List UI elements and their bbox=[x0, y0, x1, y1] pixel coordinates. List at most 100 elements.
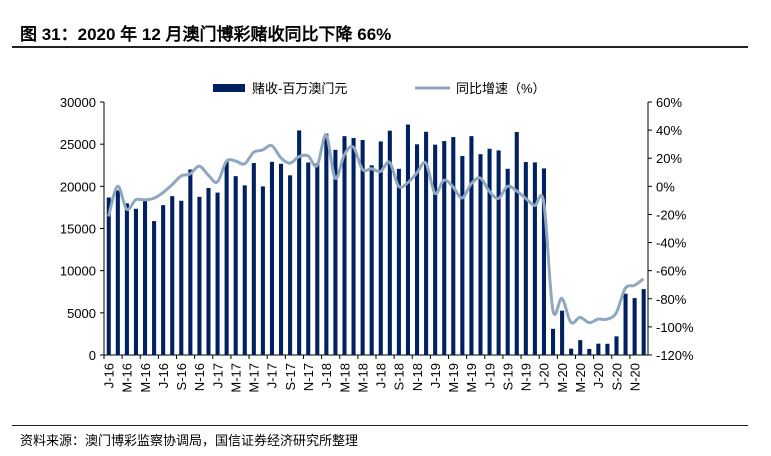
bar bbox=[541, 168, 546, 355]
left-tick-label: 5000 bbox=[67, 306, 96, 321]
bar bbox=[614, 336, 619, 355]
right-tick-label: 60% bbox=[656, 95, 682, 110]
right-tick-label: 0% bbox=[656, 179, 675, 194]
x-tick-label: M-17 bbox=[228, 363, 243, 393]
bar bbox=[587, 348, 592, 355]
right-tick-label: -20% bbox=[656, 207, 687, 222]
bar bbox=[605, 343, 610, 355]
bar bbox=[396, 168, 401, 355]
bar bbox=[179, 200, 184, 355]
right-tick-label: -120% bbox=[656, 348, 694, 363]
bar bbox=[142, 200, 148, 355]
left-tick-label: 20000 bbox=[60, 179, 96, 194]
bar bbox=[550, 328, 556, 355]
bar bbox=[569, 348, 574, 355]
x-tick-label: M-16 bbox=[120, 363, 135, 393]
x-tick-label: N-20 bbox=[627, 363, 642, 391]
right-tick-label: -40% bbox=[656, 236, 687, 251]
bar bbox=[632, 298, 637, 355]
bar bbox=[215, 192, 220, 355]
x-tick-label: M-20 bbox=[555, 363, 570, 393]
right-tick-label: 40% bbox=[656, 123, 682, 138]
right-tick-label: -80% bbox=[656, 292, 687, 307]
bar bbox=[523, 162, 528, 355]
x-tick-label: M-19 bbox=[464, 363, 479, 393]
x-tick-label: J-17 bbox=[265, 363, 280, 388]
bar bbox=[369, 165, 374, 355]
bar bbox=[115, 190, 120, 355]
x-tick-label: J-16 bbox=[156, 363, 171, 388]
figure-title: 图 31：2020 年 12 月澳门博彩赌收同比下降 66% bbox=[20, 25, 392, 44]
bar bbox=[623, 293, 628, 355]
bar bbox=[378, 141, 383, 355]
bar bbox=[560, 310, 565, 355]
bar bbox=[170, 196, 175, 355]
bar bbox=[342, 136, 347, 355]
x-tick-label: J-18 bbox=[319, 363, 334, 388]
left-tick-label: 25000 bbox=[60, 137, 96, 152]
bar bbox=[188, 169, 193, 355]
bar bbox=[405, 124, 410, 355]
bar bbox=[333, 149, 338, 355]
bar bbox=[505, 168, 510, 355]
bar bbox=[460, 156, 465, 355]
right-tick-label: 20% bbox=[656, 151, 682, 166]
legend-bar-swatch bbox=[213, 84, 245, 92]
bar bbox=[233, 176, 238, 355]
bar bbox=[469, 136, 474, 355]
x-tick-label: S-17 bbox=[283, 363, 298, 390]
bar bbox=[297, 130, 302, 355]
bar bbox=[496, 150, 501, 355]
x-tick-label: J-20 bbox=[537, 363, 552, 388]
x-tick-label: M-19 bbox=[446, 363, 461, 393]
bar bbox=[487, 148, 492, 355]
bar bbox=[224, 161, 229, 355]
x-tick-label: M-20 bbox=[573, 363, 588, 393]
bar bbox=[124, 203, 129, 355]
bar bbox=[315, 163, 320, 355]
x-tick-label: S-16 bbox=[174, 363, 189, 390]
bar bbox=[269, 161, 274, 355]
x-tick-label: N-17 bbox=[301, 363, 316, 391]
x-tick-label: J-19 bbox=[482, 363, 497, 388]
bar bbox=[278, 163, 284, 355]
bar bbox=[414, 144, 420, 355]
bar bbox=[197, 196, 202, 355]
x-tick-label: M-18 bbox=[337, 363, 352, 393]
x-tick-label: S-18 bbox=[392, 363, 407, 390]
bar bbox=[324, 133, 329, 355]
bar bbox=[360, 140, 365, 355]
x-tick-label: J-20 bbox=[591, 363, 606, 388]
x-tick-label: J-17 bbox=[210, 363, 225, 388]
bar bbox=[387, 130, 392, 355]
source-divider bbox=[12, 425, 748, 426]
left-tick-label: 30000 bbox=[60, 95, 96, 110]
bar bbox=[106, 197, 111, 355]
x-tick-label: J-19 bbox=[428, 363, 443, 388]
left-tick-label: 0 bbox=[89, 348, 96, 363]
left-tick-label: 15000 bbox=[60, 222, 96, 237]
x-tick-label: S-20 bbox=[609, 363, 624, 390]
bar bbox=[451, 137, 456, 355]
bar bbox=[532, 162, 537, 355]
bar bbox=[306, 162, 311, 355]
title-divider bbox=[12, 46, 748, 48]
bar bbox=[478, 154, 483, 355]
bar bbox=[206, 188, 211, 355]
x-tick-label: M-18 bbox=[355, 363, 370, 393]
right-tick-label: -60% bbox=[656, 264, 687, 279]
x-tick-label: J-18 bbox=[374, 363, 389, 388]
x-tick-label: M-16 bbox=[138, 363, 153, 393]
x-tick-label: N-19 bbox=[519, 363, 534, 391]
bar bbox=[152, 221, 157, 355]
bar bbox=[351, 138, 356, 355]
x-tick-label: N-18 bbox=[410, 363, 425, 391]
x-tick-label: M-17 bbox=[247, 363, 262, 393]
legend-line-label: 同比增速（%） bbox=[456, 81, 546, 96]
bar bbox=[133, 208, 138, 355]
bar bbox=[596, 343, 601, 355]
x-tick-label: S-19 bbox=[500, 363, 515, 390]
bar bbox=[161, 205, 166, 355]
